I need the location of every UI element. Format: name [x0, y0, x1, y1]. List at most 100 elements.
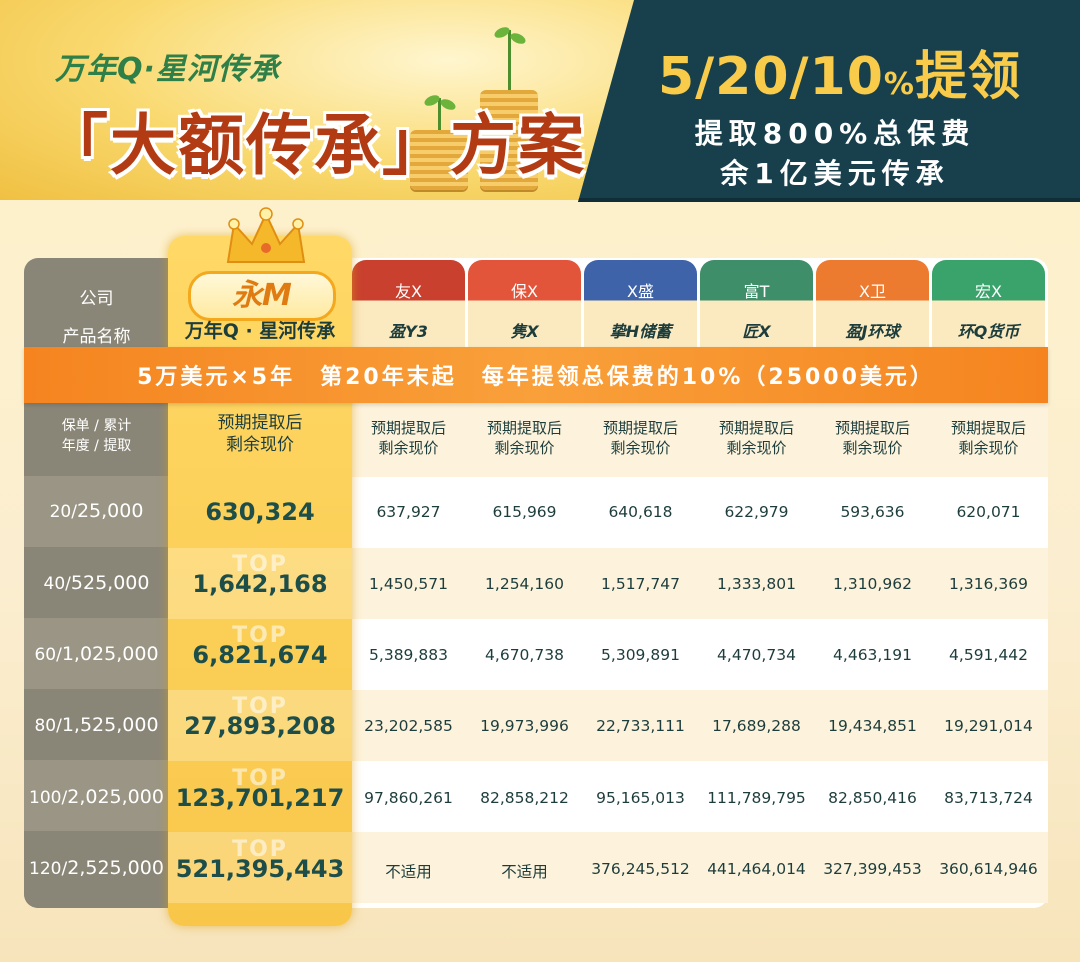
- cumulative-withdrawal: 2,525,000: [67, 857, 164, 879]
- table-cell: 19,973,996: [480, 717, 569, 735]
- company-header: [816, 260, 929, 350]
- row-label: 120/2,525,000: [29, 857, 164, 879]
- page-title: 「大额传承」方案: [42, 107, 586, 184]
- table-cell: 1,316,369: [949, 575, 1028, 593]
- table-cell: 327,399,453: [823, 860, 922, 878]
- plan-banner: [24, 347, 1048, 403]
- ratio-main: 5/20/10: [658, 47, 884, 107]
- policy-year: 60: [34, 645, 57, 665]
- cumulative-withdrawal: 2,025,000: [67, 786, 164, 808]
- table-cell: 615,969: [492, 503, 557, 521]
- highlight-line-1: 提取800%总保费: [694, 117, 976, 150]
- product-name: 匠X: [742, 322, 771, 341]
- company-header: [700, 260, 813, 350]
- featured-column-header: 预期提取后 剩余现价: [168, 412, 352, 456]
- column-header: 预期提取后 剩余现价: [816, 418, 929, 458]
- table-cell: 640,618: [608, 503, 673, 521]
- table-cell: 637,927: [376, 503, 441, 521]
- company-name: 友X: [395, 282, 422, 301]
- row-label: 100/2,025,000: [29, 786, 164, 808]
- table-cell: 4,470,734: [717, 646, 796, 664]
- left-label-column: [24, 258, 169, 908]
- crown-icon: [226, 207, 306, 263]
- featured-value: 1,642,168: [192, 570, 328, 598]
- policy-year: 40: [43, 574, 66, 594]
- product-name: 盈J环球: [845, 322, 900, 341]
- table-cell: 不适用: [501, 863, 548, 881]
- ratio-tail: 提领: [914, 47, 1021, 107]
- table-cell: 1,517,747: [601, 575, 680, 593]
- featured-value: 630,324: [205, 498, 315, 526]
- column-header: 预期提取后 剩余现价: [932, 418, 1045, 458]
- cumulative-withdrawal: 525,000: [70, 572, 150, 594]
- featured-value: 6,821,674: [192, 641, 328, 669]
- column-header: 预期提取后 剩余现价: [700, 418, 813, 458]
- featured-header-line-2: 剩余现价: [226, 435, 294, 455]
- table-cell: 1,333,801: [717, 575, 796, 593]
- company-name: X盛: [627, 282, 654, 301]
- table-cell: 376,245,512: [591, 860, 690, 878]
- year-label-1: 保单: [61, 418, 90, 434]
- column-header-line-1: 预期提取后: [718, 419, 794, 437]
- year-withdraw-label: 保单 / 累计 年度 / 提取: [61, 418, 132, 454]
- table-cell: 4,463,191: [833, 646, 912, 664]
- company-name: X卫: [859, 282, 886, 301]
- product-name: 挚H储蓄: [609, 322, 672, 341]
- highlight-line-2: 余1亿美元传承: [720, 157, 950, 190]
- column-header-line-1: 预期提取后: [602, 419, 678, 437]
- table-cell: 1,310,962: [833, 575, 912, 593]
- table-cell: 5,389,883: [369, 646, 448, 664]
- top-watermark: TOP: [232, 766, 288, 791]
- column-header-line-2: 剩余现价: [958, 439, 1019, 457]
- column-header-line-2: 剩余现价: [494, 439, 555, 457]
- cumulative-withdrawal: 25,000: [76, 500, 144, 522]
- column-header: 预期提取后 剩余现价: [352, 418, 465, 458]
- column-header-line-1: 预期提取后: [486, 419, 562, 437]
- table-cell: 17,689,288: [712, 717, 801, 735]
- cumulative-withdrawal: 1,025,000: [61, 643, 159, 665]
- company-header: [468, 260, 581, 350]
- table-cell: 4,591,442: [949, 646, 1028, 664]
- top-watermark: TOP: [232, 694, 288, 719]
- featured-value: 123,701,217: [175, 784, 345, 812]
- row-label: 80/1,525,000: [34, 714, 159, 736]
- table-cell: 83,713,724: [944, 789, 1033, 807]
- table-cell: 23,202,585: [364, 717, 453, 735]
- product-name: 环Q货币: [957, 322, 1020, 341]
- company-name: 富T: [743, 282, 770, 301]
- company-header: [584, 260, 697, 350]
- column-header-line-1: 预期提取后: [370, 419, 446, 437]
- table-cell: 593,636: [840, 503, 905, 521]
- featured-header-line-1: 预期提取后: [217, 413, 303, 433]
- plan-banner-text: 5万美元×5年 第20年末起 每年提领总保费的10%（25000美元）: [137, 365, 935, 390]
- policy-year: 80: [34, 716, 57, 736]
- top-watermark: TOP: [232, 552, 288, 577]
- company-header: [352, 260, 465, 350]
- column-header-line-2: 剩余现价: [842, 439, 903, 457]
- table-cell: 4,670,738: [485, 646, 564, 664]
- table-cell: 不适用: [385, 863, 432, 881]
- table-cell: 97,860,261: [364, 789, 453, 807]
- table-cell: 620,071: [956, 503, 1021, 521]
- featured-value: 521,395,443: [175, 855, 345, 883]
- featured-company-badge: 永M: [188, 271, 336, 321]
- company-label: 公司: [79, 289, 114, 309]
- top-watermark: TOP: [232, 837, 288, 862]
- policy-year: 100: [29, 788, 62, 808]
- ratio-percent: %: [883, 67, 915, 102]
- table-cell: 111,789,795: [707, 789, 806, 807]
- table-cell: 1,254,160: [485, 575, 564, 593]
- table-cell: 22,733,111: [596, 717, 685, 735]
- row-label: 20/25,000: [49, 500, 144, 522]
- policy-year: 120: [29, 859, 62, 879]
- column-header-line-2: 剩余现价: [610, 439, 671, 457]
- column-header-line-2: 剩余现价: [378, 439, 439, 457]
- product-name: 盈Y3: [389, 322, 428, 341]
- table-cell: 441,464,014: [707, 860, 806, 878]
- row-label: 60/1,025,000: [34, 643, 159, 665]
- withdraw-label-2: 提取: [103, 438, 132, 454]
- table-cell: 95,165,013: [596, 789, 685, 807]
- top-watermark: TOP: [232, 623, 288, 648]
- table-cell: 5,309,891: [601, 646, 680, 664]
- company-name: 宏X: [975, 282, 1002, 301]
